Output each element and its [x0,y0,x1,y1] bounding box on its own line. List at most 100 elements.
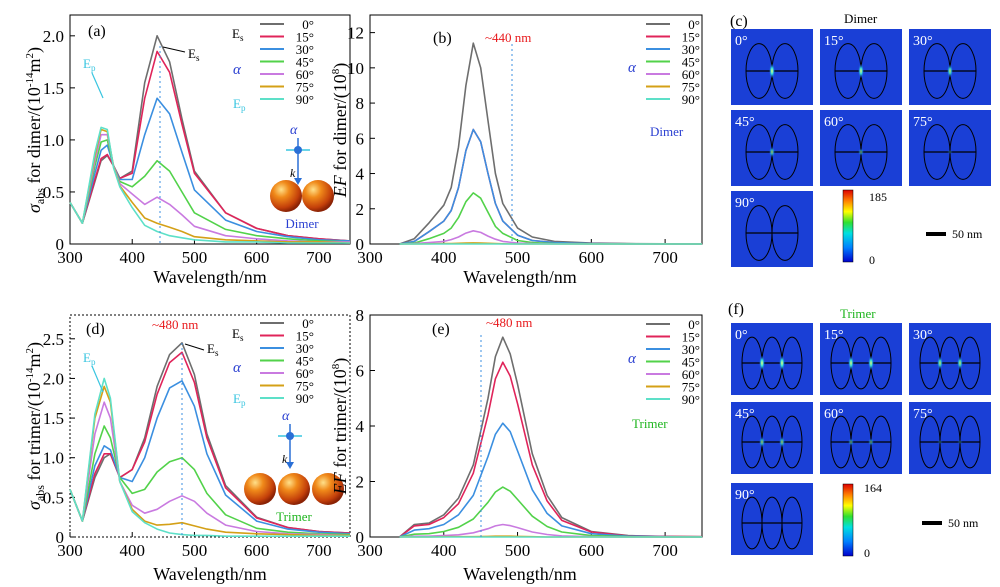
y-tick-label: 1.0 [43,131,64,150]
y-axis-label: σabs for trimer/(10-14m2) [24,342,47,510]
panel-a-dimer-absorption: 300 400 500 600 700 0 0.5 1.0 1.5 2.0 (a) σabs fo… [24,14,351,287]
series-line-30deg [69,380,351,535]
series-line-30deg [399,422,703,538]
colorbar-max: 185 [869,190,887,204]
legend-label: 75° [682,380,700,395]
y-tick-label: 6 [356,362,365,381]
field-map-60deg: 60° [820,402,902,474]
legend-label: 45° [296,55,314,70]
legend-label: 15° [682,330,700,345]
series-line-15deg [69,50,351,242]
y-tick-label: 2.0 [43,369,64,388]
legend-label: 75° [296,80,314,95]
x-tick-label: 600 [579,541,605,560]
x-tick-label: 700 [652,248,678,267]
polarization-icon: α k [278,409,302,469]
y-tick-label: 4 [356,165,365,184]
panel-tag: (d) [86,321,105,338]
x-tick-label: 600 [579,248,605,267]
x-tick-label: 300 [57,541,83,560]
colorbar-max: 164 [864,481,882,495]
map-angle-label: 15° [824,328,844,343]
legend-label: 0° [688,317,700,332]
legend-label: 90° [682,392,700,407]
field-map-0deg: 0° [731,29,813,105]
y-tick-label: 1.0 [43,449,64,468]
legend-label: 75° [682,80,700,95]
x-tick-label: 400 [431,541,457,560]
map-angle-label: 75° [913,407,933,422]
y-axis-label: EF for dimer/(108) [330,63,351,198]
legend-es-label: Es [232,326,244,343]
panel-b-dimer-ef: 300 400 500 600 700 0 2 4 6 8 10 12 (b) ~440 nm EF … [330,14,703,287]
field-map-30deg: 30° [909,29,991,105]
y-tick-label: 0 [356,528,365,547]
field-map-45deg: 45° [731,110,813,186]
map-angle-label: 45° [735,407,755,422]
x-axis-label: Wavelength/nm [463,267,577,287]
x-tick-label: 600 [244,541,270,560]
field-map-15deg: 15° [820,323,902,395]
series-line-45deg [69,425,351,536]
svg-text:k: k [290,166,296,180]
legend-alpha-label: α [233,360,242,376]
y-tick-label: 0.5 [43,183,64,202]
map-angle-label: 90° [735,196,755,211]
panel-tag: (a) [88,23,106,40]
polarization-icon: α k [286,123,310,185]
legend-label: 45° [682,355,700,370]
es-annotation: Es [207,341,219,358]
y-tick-label: 8 [356,306,365,325]
field-map-60deg: 60° [820,110,902,186]
y-tick-label: 4 [356,417,365,436]
map-title: Trimer [840,306,876,321]
legend-label: 90° [296,391,314,406]
map-angle-label: 0° [735,34,748,49]
legend-label: 30° [296,42,314,57]
svg-text:α: α [282,409,290,424]
colorbar [842,483,854,557]
y-tick-label: 1.5 [43,79,64,98]
legend-alpha-label: α [628,351,637,367]
nanosphere [278,473,310,505]
field-map-90deg: 90° [731,191,813,267]
map-angle-label: 30° [913,34,933,49]
y-tick-label: 10 [347,59,364,78]
colorbar-min: 0 [864,546,870,560]
peak-label: ~480 nm [486,315,532,330]
y-tick-label: 6 [356,129,365,148]
legend-label: 15° [296,329,314,344]
peak-label: ~440 nm [485,30,531,45]
legend-label: 60° [296,366,314,381]
series-line-45deg [399,486,702,538]
map-angle-label: 75° [913,115,933,130]
field-map-90deg: 90° [731,483,813,555]
legend-ep-label: Ep [233,96,246,113]
series-line-90deg [69,377,350,537]
nanosphere [270,180,302,212]
legend-label: 60° [296,67,314,82]
ep-annotation: Ep [83,56,96,73]
field-map-75deg: 75° [909,110,991,186]
colorbar-min: 0 [869,253,875,267]
y-axis-label: EF for trimer/(108) [330,358,351,495]
plot-frame [69,314,351,538]
svg-text:k: k [282,452,288,466]
panel-d-trimer-absorption: 300 400 500 600 700 0 0.5 1.0 1.5 2.0 2.5 (d) ~480… [24,314,351,584]
x-tick-label: 400 [119,541,145,560]
y-tick-label: 12 [347,24,364,43]
x-tick-label: 600 [244,248,270,267]
es-annotation: Es [188,46,200,63]
legend-label: 15° [682,30,700,45]
y-tick-label: 0.5 [43,488,64,507]
x-tick-label: 300 [357,248,383,267]
plot-frame [69,14,351,245]
legend-label: 90° [296,92,314,107]
structure-label: Trimer [276,509,312,524]
legend-label: 60° [682,67,700,82]
x-tick-label: 300 [357,541,383,560]
field-map-75deg: 75° [909,402,991,474]
panel-tag: (e) [432,321,450,338]
legend-label: 0° [302,316,314,331]
field-map-0deg: 0° [731,323,813,395]
